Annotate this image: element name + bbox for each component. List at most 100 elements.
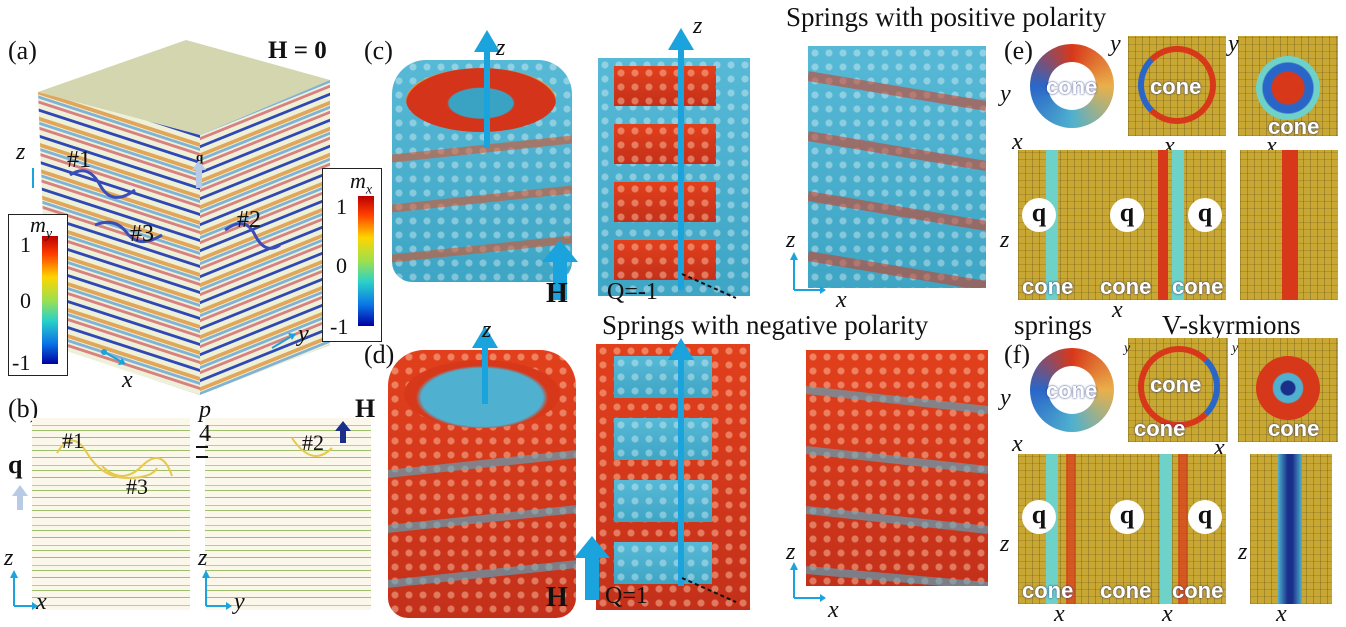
f-q-1: q (1022, 500, 1056, 534)
charge-label-c: Q=-1 (607, 279, 658, 305)
axis-z-f: z (1000, 531, 1010, 557)
axes-arrows-c (790, 252, 826, 294)
f-title-springs: springs (1014, 310, 1093, 340)
cube-right-face (200, 80, 330, 395)
e-middle-ring (1138, 46, 1216, 124)
z-axis-arrowhead-d2 (668, 338, 694, 360)
spring-cut-c-band-1 (614, 66, 716, 106)
cube-top-face (38, 40, 330, 135)
heading-negative-polarity: Springs with negative polarity (602, 310, 929, 340)
axis-x-f4: x (1054, 601, 1065, 627)
panel-label-e: (e) (1004, 36, 1033, 65)
field-arrow-b (335, 421, 351, 443)
cut-dash-c (681, 273, 737, 299)
e-cone-1: cone (1046, 74, 1098, 99)
spring-cylinder-c-top (406, 68, 556, 132)
slice-defect-1: #1 (62, 428, 84, 453)
f-q-2: q (1110, 500, 1144, 534)
axis-z-b-right: z (198, 545, 208, 571)
colorbar-my-mid: 0 (20, 288, 31, 313)
f-cone-6: cone (1100, 578, 1152, 603)
panel-label-f: (f) (1004, 340, 1030, 369)
axes-arrows-b-right (202, 570, 232, 610)
slice-defect-curves (56, 437, 333, 480)
slice-defect-3: #3 (126, 474, 148, 499)
axis-x-f1: x (1012, 431, 1023, 457)
pitch-marker-top (196, 446, 208, 448)
e-ring-hole (1048, 62, 1096, 110)
z-axis-arrow-c1 (484, 48, 490, 148)
f-cone-1: cone (1046, 378, 1098, 403)
f-side-band-2 (1160, 454, 1172, 604)
z-axis-arrowhead-d1 (472, 326, 498, 348)
f-cone-4: cone (1268, 416, 1320, 441)
e-q-3: q (1188, 198, 1222, 232)
defect-2-label: #2 (237, 207, 261, 233)
f-side-band-1 (1046, 454, 1058, 604)
panel-label-b: (b) (8, 394, 39, 423)
x-arrow-a (101, 349, 126, 365)
axis-x-e2: x (1164, 133, 1175, 159)
axis-y-e3: y (1228, 31, 1239, 57)
q-vector-label: q (196, 149, 204, 164)
defect-line-3 (94, 220, 163, 243)
colorbar-mx-bottom: -1 (330, 314, 349, 339)
pitch-marker-bottom (196, 456, 208, 458)
colorbar-my-label: my (30, 212, 53, 242)
cube-left-face (38, 92, 200, 395)
panel-label-d: (d) (364, 340, 395, 369)
field-arrow-d (574, 536, 610, 600)
axis-x-f2: x (1214, 435, 1225, 461)
axis-y-f3: y (1232, 341, 1239, 356)
q-label-b: q (8, 450, 23, 479)
colorbar-my-top: 1 (20, 232, 31, 257)
e-side-right-band (1282, 150, 1298, 300)
axis-z-b-left: z (4, 545, 14, 571)
axis-x-e4: x (1112, 297, 1123, 323)
e-side-band-3 (1158, 150, 1168, 300)
z-axis-arrowhead-c1 (474, 30, 500, 52)
field-arrow-c (542, 240, 578, 300)
axis-y-e2: y (1110, 31, 1121, 57)
z-axis-arrow-d1 (482, 344, 488, 404)
axis-z-c1: z (496, 35, 506, 61)
axis-z-a: z (16, 139, 26, 165)
axis-y-f2: y (1124, 341, 1131, 356)
axis-x-b-left: x (36, 589, 47, 615)
axis-z-f2: z (1238, 539, 1248, 565)
z-axis-arrow-d2 (678, 356, 684, 586)
z-axis-arrowhead-c2 (668, 28, 694, 50)
e-cone-4: cone (1022, 274, 1074, 299)
f-cone-5: cone (1022, 578, 1074, 603)
panel-label-c: (c) (364, 36, 393, 65)
f-side-band-4 (1178, 454, 1188, 604)
f-ring-hole (1048, 366, 1096, 414)
z-arrow-a (32, 168, 34, 188)
axis-x-a: x (122, 367, 133, 393)
spring-cut-c-band-3 (614, 182, 716, 222)
axes-arrows-d (790, 562, 826, 602)
axis-x-d: x (828, 597, 839, 623)
colorbar-mx-label: mx (350, 168, 373, 198)
spring-cut-d-band-4 (614, 542, 712, 584)
spring-cut-c-band-4 (614, 240, 716, 280)
axis-x-f6: x (1276, 601, 1287, 627)
f-cone-7: cone (1172, 578, 1224, 603)
field-h-label-c: H (546, 278, 568, 309)
axis-y-f1: y (1000, 385, 1011, 411)
defect-3-label: #3 (130, 221, 154, 247)
spring-side-d-helix (806, 386, 988, 586)
defect-line-2 (224, 222, 281, 250)
e-cone-5: cone (1100, 274, 1152, 299)
colorbar-mx-gradient (358, 196, 374, 326)
q-arrow-b (12, 485, 28, 510)
slice-defect-2: #2 (302, 430, 324, 455)
cube-3d (38, 40, 330, 395)
z-axis-arrow-c2 (678, 46, 684, 290)
y-arrow-a (271, 333, 296, 349)
f-title-vskyrmions: V-skyrmions (1162, 310, 1301, 340)
axis-z-c2: z (693, 13, 703, 39)
axis-z-d1: z (482, 317, 492, 343)
axis-y-b-right: y (234, 589, 245, 615)
e-cone-2: cone (1150, 74, 1202, 99)
